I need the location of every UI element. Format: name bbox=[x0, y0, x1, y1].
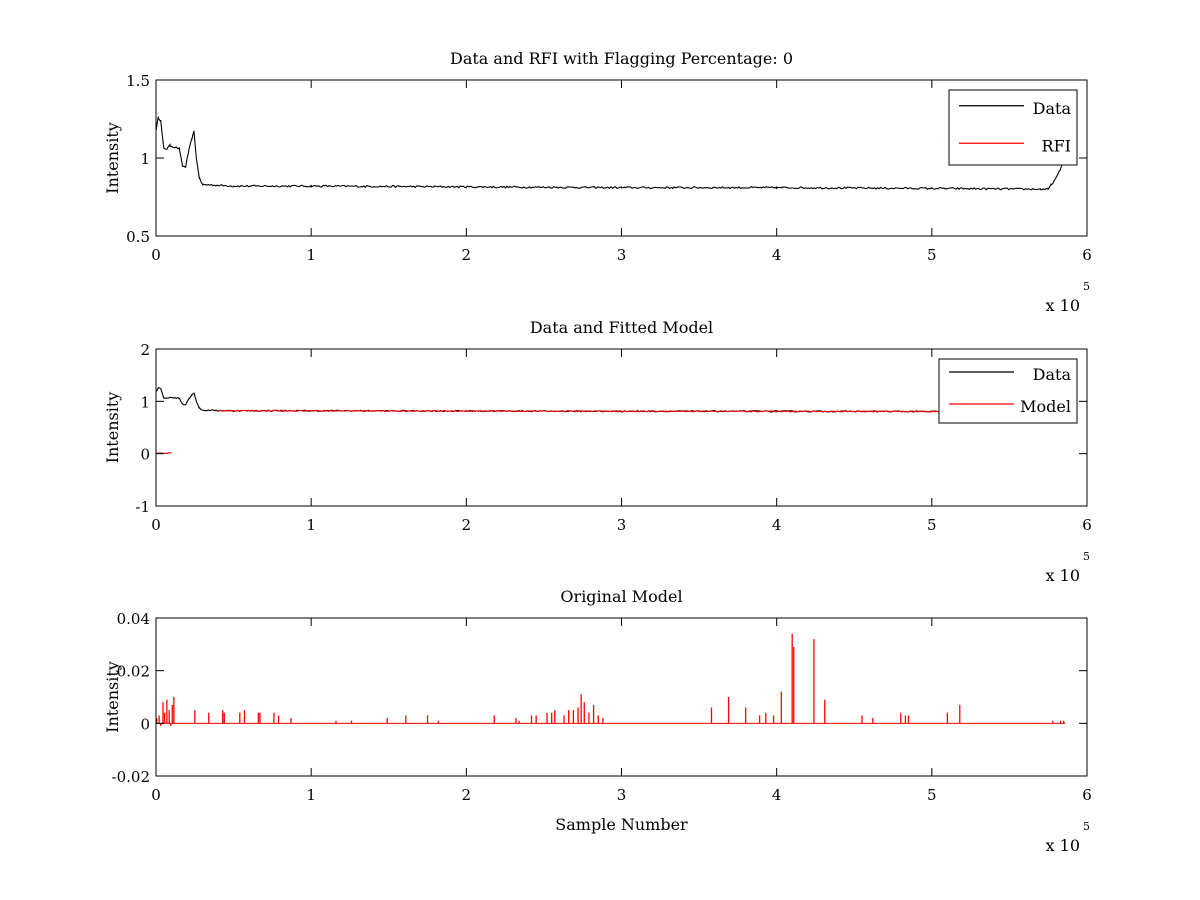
x-tick-label: 6 bbox=[1082, 786, 1092, 804]
x-tick-label: 2 bbox=[462, 246, 472, 264]
x-multiplier-exponent: 5 bbox=[1083, 820, 1090, 833]
y-tick-label: -0.02 bbox=[112, 768, 150, 786]
series-line-model bbox=[156, 409, 1025, 455]
x-tick-label: 1 bbox=[306, 516, 316, 534]
x-tick-label: 5 bbox=[927, 246, 937, 264]
legend-label-model: Model bbox=[1020, 397, 1071, 416]
x-tick-label: 3 bbox=[617, 786, 627, 804]
series-group bbox=[156, 387, 1066, 455]
legend-label-data: Data bbox=[1033, 99, 1072, 118]
y-tick-label: 0.02 bbox=[117, 663, 150, 681]
x-tick-label: 0 bbox=[151, 786, 161, 804]
axes-box bbox=[155, 79, 1088, 237]
x-tick-label: 2 bbox=[462, 516, 472, 534]
x-tick-label: 6 bbox=[1082, 516, 1092, 534]
x-multiplier-exponent: 5 bbox=[1083, 280, 1090, 293]
series-group bbox=[156, 116, 1066, 191]
y-tick-label: 1 bbox=[140, 150, 150, 168]
x-tick-label: 0 bbox=[151, 246, 161, 264]
x-tick-label: 4 bbox=[772, 246, 782, 264]
x-multiplier-base: x 10 bbox=[1046, 566, 1080, 585]
axes-box bbox=[155, 617, 1088, 777]
y-axis-label: Intensity bbox=[103, 661, 122, 733]
series-line-data bbox=[156, 116, 1066, 191]
x-multiplier-base: x 10 bbox=[1046, 296, 1080, 315]
legend: Data Model bbox=[938, 358, 1078, 424]
chart-title: Data and Fitted Model bbox=[530, 318, 713, 337]
y-tick-label: 1.5 bbox=[126, 72, 150, 90]
y-tick-label: 0.5 bbox=[126, 228, 150, 246]
legend-box bbox=[948, 89, 1078, 166]
legend-box bbox=[938, 358, 1078, 424]
x-multiplier-base: x 10 bbox=[1046, 836, 1080, 855]
x-tick-label: 4 bbox=[772, 516, 782, 534]
series-group bbox=[156, 633, 1066, 726]
y-tick-label: 1 bbox=[140, 393, 150, 411]
x-tick-label: 1 bbox=[306, 246, 316, 264]
y-tick-label: -1 bbox=[135, 498, 150, 516]
series-line-data bbox=[156, 387, 1066, 414]
x-tick-label: 6 bbox=[1082, 246, 1092, 264]
legend-label-data: Data bbox=[1033, 365, 1072, 384]
x-tick-label: 2 bbox=[462, 786, 472, 804]
x-tick-label: 0 bbox=[151, 516, 161, 534]
plot-panel-1: 0 1 2 3 4 5 6 0.5 1 1.5 Data and RFI with Flagging… bbox=[103, 49, 1092, 315]
chart-title: Data and RFI with Flagging Percentage: 0 bbox=[450, 49, 793, 68]
chart-title: Original Model bbox=[560, 587, 682, 606]
y-tick-label: 2 bbox=[140, 341, 150, 359]
x-multiplier-exponent: 5 bbox=[1083, 550, 1090, 563]
x-tick-label: 5 bbox=[927, 516, 937, 534]
x-tick-label: 4 bbox=[772, 786, 782, 804]
x-tick-label: 3 bbox=[617, 516, 627, 534]
x-tick-label: 3 bbox=[617, 246, 627, 264]
x-axis-label: Sample Number bbox=[555, 815, 688, 834]
y-axis-label: Intensity bbox=[103, 392, 122, 464]
x-tick-label: 5 bbox=[927, 786, 937, 804]
y-tick-label: 0 bbox=[140, 446, 150, 464]
legend: Data RFI bbox=[948, 89, 1078, 166]
x-tick-label: 1 bbox=[306, 786, 316, 804]
y-axis-label: Intensity bbox=[103, 122, 122, 194]
y-tick-label: 0 bbox=[140, 715, 150, 733]
y-tick-label: 0.04 bbox=[117, 610, 150, 628]
legend-label-rfi: RFI bbox=[1042, 136, 1071, 155]
